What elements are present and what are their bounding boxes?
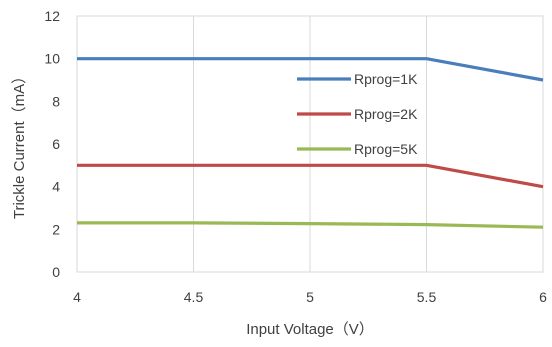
legend-label-3: Rprog=5K [354, 141, 418, 157]
y-tick-label: 8 [52, 93, 60, 109]
y-tick-label: 12 [44, 8, 60, 24]
x-tick-label: 4 [73, 289, 81, 305]
x-tick-label: 6 [539, 289, 547, 305]
x-axis-ticks: 4 4.5 5 5.5 6 [73, 289, 547, 305]
series-layer [77, 57, 544, 229]
y-axis-title: Trickle Current（mA） [11, 69, 28, 219]
x-tick-label: 5.5 [417, 289, 437, 305]
y-tick-label: 4 [52, 179, 60, 195]
x-tick-label: 5 [306, 289, 314, 305]
x-axis-title: Input Voltage（V） [246, 321, 374, 338]
series-line-2 [77, 163, 544, 189]
x-tick-label: 4.5 [184, 289, 204, 305]
legend-label-2: Rprog=2K [354, 106, 418, 122]
y-tick-label: 2 [52, 221, 60, 237]
legend-label-1: Rprog=1K [354, 71, 418, 87]
y-axis-ticks: 0 2 4 6 8 10 12 [44, 8, 60, 280]
series-line-3 [77, 221, 544, 229]
legend: Rprog=1K Rprog=2K Rprog=5K [297, 71, 418, 157]
series-line-1 [77, 57, 544, 82]
y-tick-label: 10 [44, 51, 60, 67]
y-tick-label: 0 [52, 264, 60, 280]
y-tick-label: 6 [52, 136, 60, 152]
